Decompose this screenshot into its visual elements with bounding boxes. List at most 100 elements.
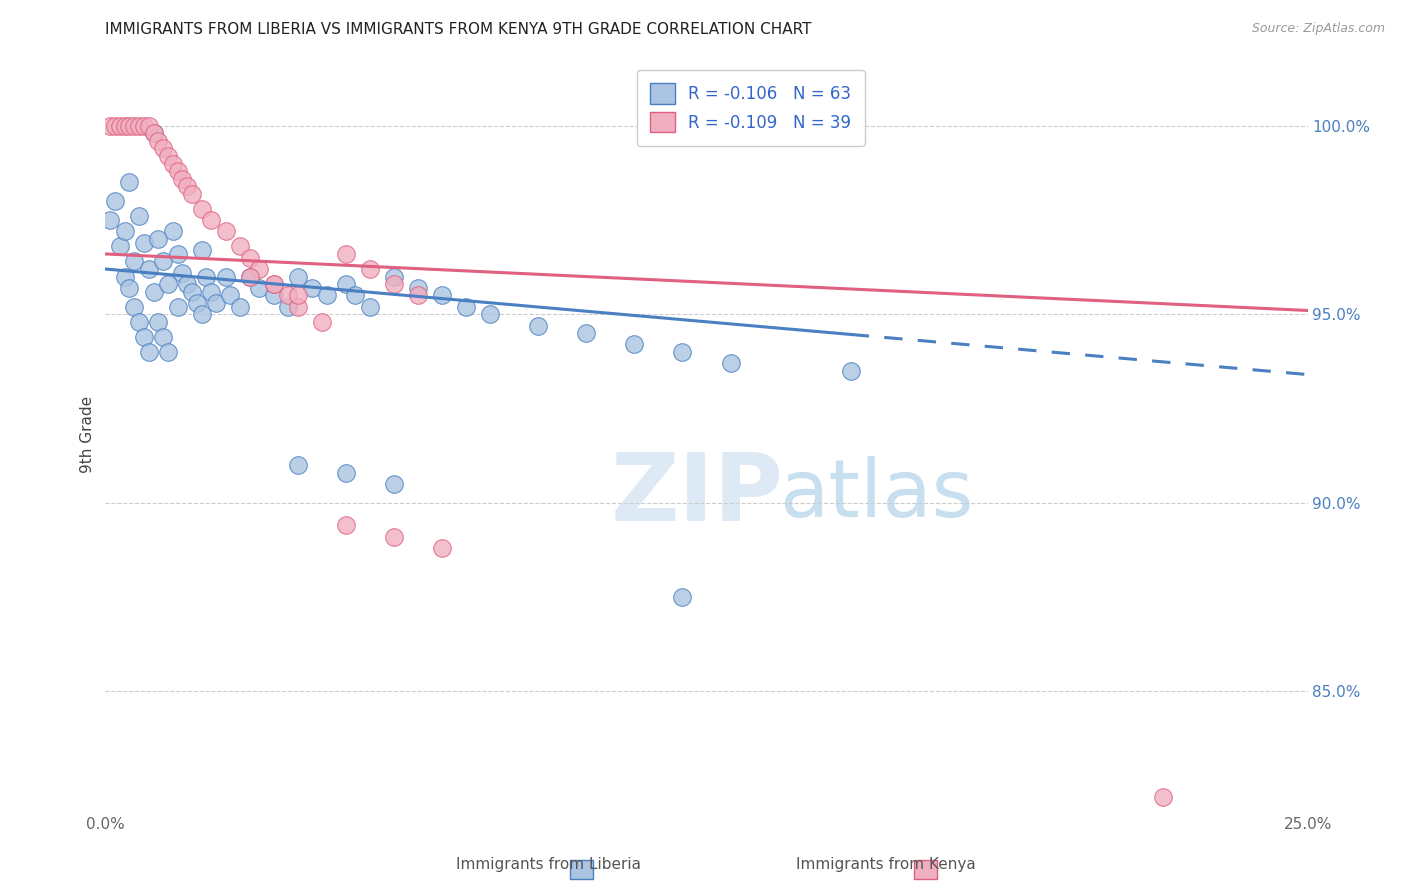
Point [247, 262, 270, 277]
Point [162, 156, 184, 170]
Point [247, 281, 270, 295]
Point [181, 186, 204, 201]
Point [263, 277, 285, 291]
Point [114, 269, 136, 284]
Point [98, 119, 121, 133]
Point [671, 590, 693, 604]
Point [335, 247, 357, 261]
Point [138, 262, 160, 277]
Point [277, 288, 299, 302]
Point [229, 300, 252, 314]
Legend: R = -0.106   N = 63, R = -0.109   N = 39: R = -0.106 N = 63, R = -0.109 N = 39 [637, 70, 865, 145]
Point [527, 318, 550, 333]
Point [720, 356, 742, 370]
Point [623, 337, 645, 351]
Point [315, 288, 337, 302]
Text: ZIP: ZIP [610, 450, 783, 541]
Point [166, 300, 188, 314]
Point [124, 300, 146, 314]
Point [575, 326, 598, 340]
Point [98, 213, 121, 227]
Point [479, 307, 502, 321]
Point [114, 224, 136, 238]
Point [128, 119, 150, 133]
Point [239, 269, 262, 284]
Point [148, 232, 170, 246]
Point [430, 288, 453, 302]
Point [166, 247, 188, 261]
Point [406, 288, 429, 302]
Point [132, 119, 155, 133]
Point [162, 224, 184, 238]
Point [104, 119, 127, 133]
Point [176, 277, 198, 291]
Point [301, 281, 323, 295]
Point [219, 288, 242, 302]
Text: IMMIGRANTS FROM LIBERIA VS IMMIGRANTS FROM KENYA 9TH GRADE CORRELATION CHART: IMMIGRANTS FROM LIBERIA VS IMMIGRANTS FR… [105, 22, 811, 37]
Point [166, 164, 188, 178]
Point [382, 269, 405, 284]
Point [190, 307, 212, 321]
Text: Immigrants from Liberia: Immigrants from Liberia [456, 857, 641, 872]
Y-axis label: 9th Grade: 9th Grade [80, 396, 96, 474]
Point [118, 281, 141, 295]
Point [190, 243, 212, 257]
Point [142, 126, 165, 140]
Point [172, 171, 194, 186]
Point [335, 466, 357, 480]
Point [176, 179, 198, 194]
Point [671, 345, 693, 359]
Point [152, 141, 174, 155]
Point [839, 364, 862, 378]
Point [190, 202, 212, 216]
Point [142, 285, 165, 299]
Point [132, 235, 155, 250]
Point [108, 239, 131, 253]
Point [156, 277, 179, 291]
Point [152, 254, 174, 268]
Point [104, 194, 127, 209]
Legend:  [564, 855, 612, 885]
Text: Immigrants from Kenya: Immigrants from Kenya [796, 857, 976, 872]
Point [359, 300, 381, 314]
Point [359, 262, 381, 277]
Text: atlas: atlas [779, 456, 973, 534]
Point [200, 285, 222, 299]
Point [239, 269, 262, 284]
Point [128, 315, 150, 329]
Point [124, 119, 146, 133]
Point [205, 296, 228, 310]
Point [186, 296, 208, 310]
Point [344, 288, 367, 302]
Point [148, 134, 170, 148]
Point [277, 300, 299, 314]
Point [138, 345, 160, 359]
Point [152, 330, 174, 344]
Point [335, 277, 357, 291]
Point [287, 300, 309, 314]
Point [132, 330, 155, 344]
Point [430, 541, 453, 555]
Point [181, 285, 204, 299]
Point [214, 224, 236, 238]
Point [172, 266, 194, 280]
Point [382, 530, 405, 544]
Point [148, 315, 170, 329]
Legend:  [908, 855, 956, 885]
Point [1152, 789, 1174, 804]
Point [263, 288, 285, 302]
Point [406, 281, 429, 295]
Point [239, 251, 262, 265]
Point [200, 213, 222, 227]
Point [114, 119, 136, 133]
Point [335, 518, 357, 533]
Point [214, 269, 236, 284]
Point [128, 209, 150, 223]
Point [382, 476, 405, 491]
Point [108, 119, 131, 133]
Point [229, 239, 252, 253]
Point [311, 315, 333, 329]
Point [118, 119, 141, 133]
Point [195, 269, 218, 284]
Point [287, 269, 309, 284]
